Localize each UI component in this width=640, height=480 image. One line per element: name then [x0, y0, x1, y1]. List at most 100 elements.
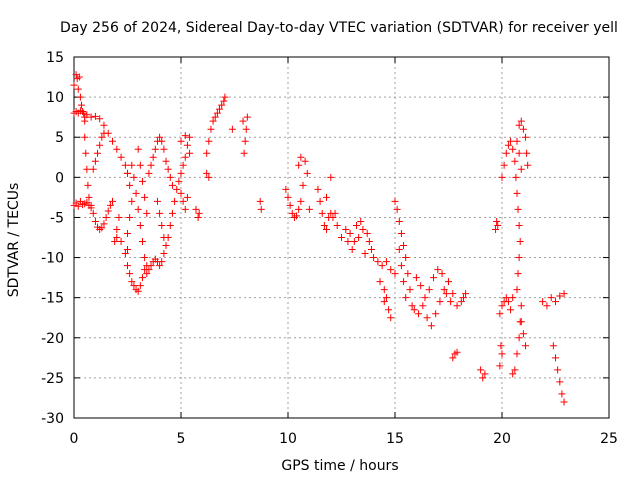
data-point [74, 85, 82, 93]
data-point [314, 185, 322, 193]
data-point [128, 161, 136, 169]
data-point [355, 234, 363, 241]
data-point [166, 221, 174, 229]
y-tick-label: -10 [41, 251, 64, 267]
data-point [522, 133, 530, 141]
y-tick-label: -30 [41, 411, 64, 427]
data-point [323, 225, 331, 233]
data-point [85, 193, 93, 201]
data-point [126, 213, 134, 221]
data-point [432, 310, 440, 318]
data-point [158, 221, 166, 229]
data-point [195, 209, 203, 217]
data-point [175, 177, 183, 185]
data-point [121, 250, 129, 258]
data-point [305, 205, 313, 213]
data-point [515, 221, 523, 229]
data-point [299, 181, 307, 189]
data-point [442, 290, 450, 298]
data-point [517, 165, 525, 173]
data-point [318, 209, 326, 217]
data-point [509, 145, 517, 153]
data-point [91, 217, 99, 225]
data-point [509, 370, 517, 378]
data-point [136, 221, 144, 229]
data-point [523, 149, 531, 157]
data-point [158, 258, 166, 266]
data-point [552, 354, 559, 362]
data-point [228, 125, 236, 133]
data-point [288, 209, 296, 217]
data-point [75, 73, 83, 81]
data-point [141, 193, 149, 201]
data-point [453, 348, 461, 356]
data-point [519, 125, 527, 133]
data-point [147, 161, 155, 169]
data-point [203, 169, 211, 177]
data-point [400, 278, 408, 286]
data-point [130, 173, 138, 181]
data-point [342, 225, 350, 233]
y-tick-label: -15 [41, 291, 64, 307]
y-tick-label: 5 [55, 130, 64, 146]
data-point [509, 294, 517, 302]
chart-title: Day 256 of 2024, Sidereal Day-to-day VTE… [60, 20, 618, 36]
data-point [147, 262, 155, 270]
data-point [138, 274, 146, 282]
data-point [151, 145, 159, 153]
data-point [194, 213, 202, 221]
data-point [344, 238, 352, 246]
data-point [498, 302, 506, 310]
data-point [331, 209, 339, 217]
data-point [397, 229, 405, 237]
data-point [350, 238, 358, 246]
data-point [282, 185, 290, 193]
data-point [156, 262, 164, 270]
data-point [177, 169, 185, 177]
x-tick-label: 5 [177, 431, 186, 447]
data-point [395, 217, 403, 225]
data-point [113, 145, 121, 153]
data-point [177, 189, 185, 197]
data-point [370, 254, 378, 262]
data-point [357, 217, 365, 225]
data-point [89, 165, 97, 173]
data-point [515, 149, 523, 157]
data-point [81, 117, 89, 125]
data-point [295, 161, 303, 169]
data-point [554, 366, 562, 374]
data-point [301, 157, 309, 165]
data-point [517, 318, 525, 326]
x-tick-label: 0 [70, 431, 79, 447]
data-point [402, 254, 410, 262]
data-point [412, 274, 420, 282]
data-point [102, 213, 110, 221]
data-point [74, 202, 82, 210]
data-point [502, 294, 510, 302]
data-point [77, 101, 85, 109]
data-point [496, 362, 504, 370]
data-point [220, 97, 228, 105]
data-point [543, 302, 551, 310]
data-point [297, 197, 305, 205]
data-point [504, 141, 512, 149]
data-point [511, 157, 519, 165]
data-point [346, 229, 354, 237]
data-point [512, 173, 520, 181]
data-point [132, 189, 140, 197]
data-point [91, 157, 99, 165]
data-point [160, 145, 168, 153]
data-point [514, 270, 522, 278]
data-point [410, 306, 418, 314]
data-point [498, 350, 506, 358]
data-point [434, 266, 442, 274]
data-point [425, 286, 433, 294]
data-point [100, 121, 108, 129]
data-point [376, 278, 384, 286]
data-point [323, 193, 331, 201]
data-point [406, 286, 414, 294]
data-point [391, 197, 399, 205]
data-point [382, 294, 390, 302]
data-points [70, 71, 568, 406]
